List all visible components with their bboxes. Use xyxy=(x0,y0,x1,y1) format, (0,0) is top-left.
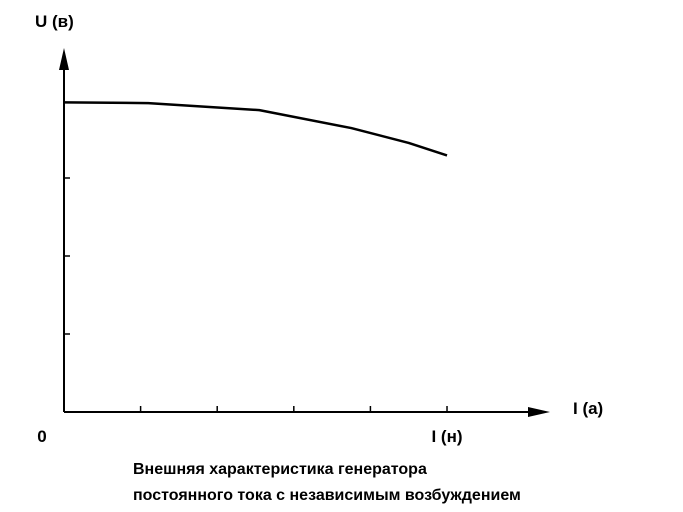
caption-line: Внешняя характеристика генератора xyxy=(133,461,427,478)
x-tick-label: 0 xyxy=(37,427,46,446)
data-line xyxy=(63,101,448,157)
x-axis-label: I (а) xyxy=(573,399,603,418)
y-axis-label: U (в) xyxy=(35,12,74,31)
y-axis-arrow xyxy=(59,48,69,70)
x-tick-label: I (н) xyxy=(431,427,462,446)
caption-line: постоянного тока с независимым возбужден… xyxy=(133,487,521,504)
